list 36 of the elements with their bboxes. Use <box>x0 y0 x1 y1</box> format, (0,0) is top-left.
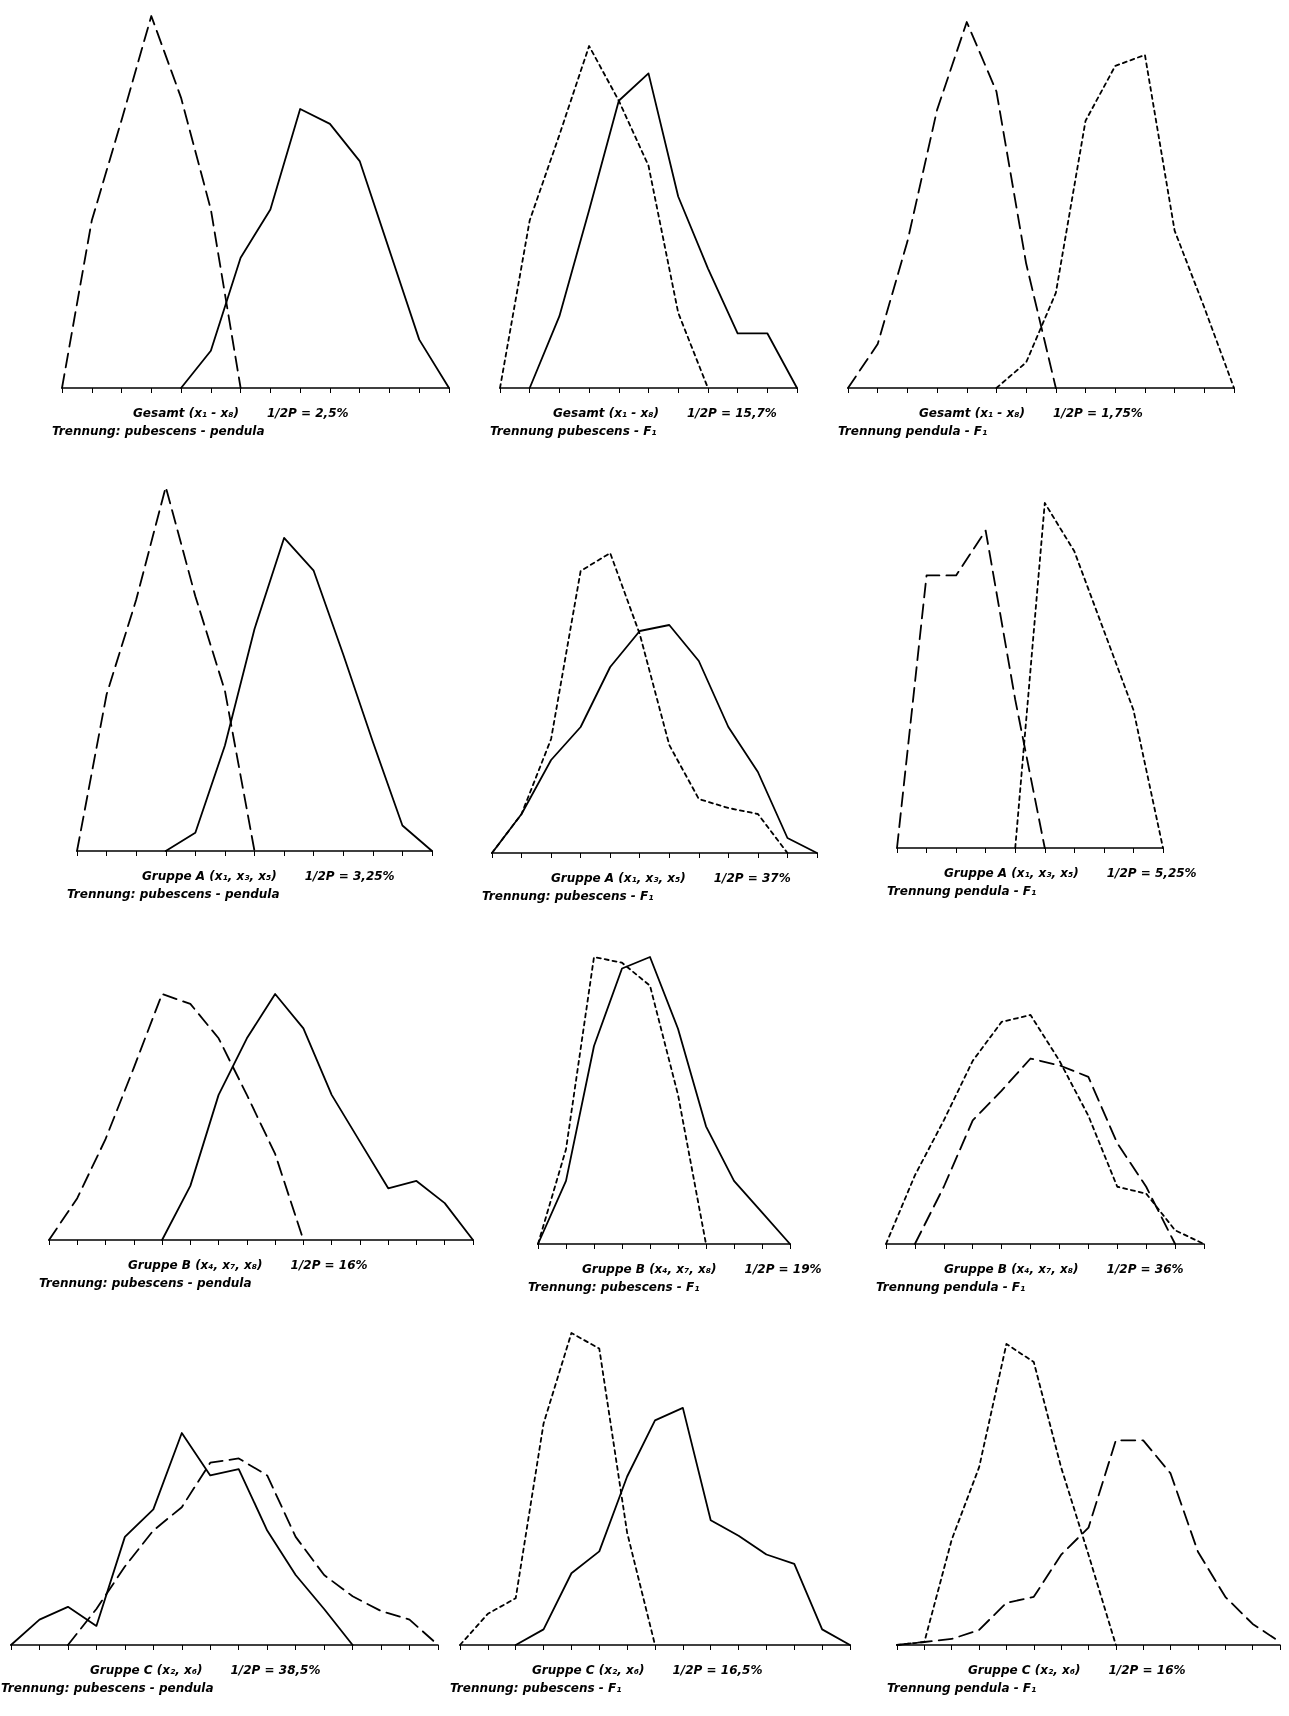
text: 1/2P = 19% <box>744 1262 822 1276</box>
x-axis-title: Gruppe B (x₄, x₇, x₈) <box>128 1258 263 1272</box>
text: 1/2P = 1,75% <box>1052 406 1143 420</box>
x-axis-title: Gruppe C (x₂, x₆) <box>532 1663 645 1677</box>
x-axis-title: Gruppe C (x₂, x₆) <box>90 1663 203 1677</box>
x-axis-title: Gesamt (x₁ - x₈) <box>919 406 1025 420</box>
x-axis-title: Gruppe C (x₂, x₆) <box>968 1663 1081 1677</box>
text: Trennung pendula - F₁ <box>887 1681 1037 1695</box>
text: Trennung: pubescens - pendula <box>1 1681 214 1695</box>
text: Trennung: pubescens - pendula <box>67 887 280 901</box>
text: 1/2P = 15,7% <box>686 406 777 420</box>
text: Trennung pendula - F₁ <box>838 424 988 438</box>
text: 1/2P = 5,25% <box>1106 866 1197 880</box>
text: Trennung: pubescens - pendula <box>39 1276 252 1290</box>
text: 1/2P = 16,5% <box>672 1663 763 1677</box>
text: Trennung pubescens - F₁ <box>490 424 657 438</box>
text: 1/2P = 2,5% <box>266 406 349 420</box>
text: Trennung: pubescens - F₁ <box>482 889 654 903</box>
text: 1/2P = 38,5% <box>230 1663 321 1677</box>
x-axis-title: Gruppe B (x₄, x₇, x₈) <box>944 1262 1079 1276</box>
x-axis-title: Gruppe A (x₁, x₃, x₅) <box>944 866 1079 880</box>
text: Trennung: pubescens - pendula <box>52 424 265 438</box>
x-axis-title: Gruppe B (x₄, x₇, x₈) <box>582 1262 717 1276</box>
x-axis-title: Gruppe A (x₁, x₃, x₅) <box>142 869 277 883</box>
text: Trennung: pubescens - F₁ <box>450 1681 622 1695</box>
text: 1/2P = 37% <box>713 871 791 885</box>
text: Trennung pendula - F₁ <box>876 1280 1026 1294</box>
text: 1/2P = 3,25% <box>304 869 395 883</box>
text: Trennung pendula - F₁ <box>887 884 1037 898</box>
text: 1/2P = 16% <box>1108 1663 1186 1677</box>
text: 1/2P = 16% <box>290 1258 368 1272</box>
x-axis-title: Gruppe A (x₁, x₃, x₅) <box>551 871 686 885</box>
x-axis-title: Gesamt (x₁ - x₈) <box>133 406 239 420</box>
text: 1/2P = 36% <box>1106 1262 1184 1276</box>
text: Trennung: pubescens - F₁ <box>528 1280 700 1294</box>
x-axis-title: Gesamt (x₁ - x₈) <box>553 406 659 420</box>
